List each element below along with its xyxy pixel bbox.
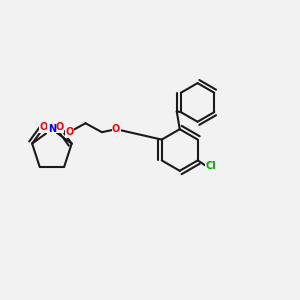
- Text: O: O: [40, 122, 48, 132]
- Text: N: N: [48, 124, 56, 134]
- Text: O: O: [112, 124, 120, 134]
- Text: O: O: [56, 122, 64, 132]
- Text: O: O: [65, 127, 73, 137]
- Text: Cl: Cl: [206, 161, 217, 171]
